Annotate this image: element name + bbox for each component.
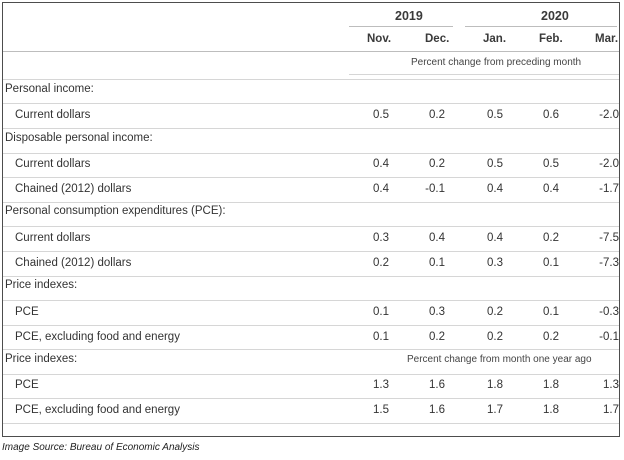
table-cell: 1.7 bbox=[603, 404, 619, 416]
row-label: Chained (2012) dollars bbox=[15, 257, 132, 269]
section-label: Disposable personal income: bbox=[5, 132, 153, 144]
table-cell: 1.7 bbox=[487, 404, 503, 416]
row-divider bbox=[3, 103, 619, 104]
row-label: Current dollars bbox=[15, 109, 91, 121]
row-divider bbox=[3, 276, 619, 277]
subheader-year-ago: Percent change from month one year ago bbox=[407, 354, 592, 365]
table-cell: 0.2 bbox=[429, 109, 445, 121]
section-label: Price indexes: bbox=[5, 353, 78, 365]
table-cell: 1.8 bbox=[543, 404, 559, 416]
table-cell: 1.3 bbox=[603, 379, 619, 391]
table-cell: 0.3 bbox=[373, 232, 389, 244]
row-divider bbox=[3, 251, 619, 252]
row-divider bbox=[3, 226, 619, 227]
year-2020: 2020 bbox=[541, 9, 569, 23]
table-cell: 0.2 bbox=[487, 306, 503, 318]
table-cell: 0.1 bbox=[543, 257, 559, 269]
year-rule-2020 bbox=[465, 26, 617, 27]
month-dec: Dec. bbox=[425, 33, 450, 45]
month-jan: Jan. bbox=[483, 33, 507, 45]
row-label: PCE bbox=[15, 306, 39, 318]
table-cell: -7.3 bbox=[599, 257, 619, 269]
table-cell: 1.3 bbox=[373, 379, 389, 391]
row-divider bbox=[3, 300, 619, 301]
table-cell: 1.8 bbox=[543, 379, 559, 391]
row-label: PCE, excluding food and energy bbox=[15, 404, 180, 416]
table-cell: 1.8 bbox=[487, 379, 503, 391]
table-cell: 0.2 bbox=[543, 331, 559, 343]
row-divider bbox=[3, 398, 619, 399]
table-cell: 0.2 bbox=[373, 257, 389, 269]
table-cell: 1.6 bbox=[429, 404, 445, 416]
section-label: Price indexes: bbox=[5, 279, 78, 291]
table-cell: -2.0 bbox=[599, 109, 619, 121]
table-cell: 0.1 bbox=[373, 331, 389, 343]
table-cell: -0.1 bbox=[599, 331, 619, 343]
row-label: Current dollars bbox=[15, 158, 91, 170]
year-rule-2019 bbox=[349, 26, 453, 27]
month-mar: Mar. bbox=[595, 33, 619, 45]
image-caption: Image Source: Bureau of Economic Analysi… bbox=[2, 442, 200, 453]
row-divider bbox=[3, 202, 619, 203]
table-cell: -1.7 bbox=[599, 183, 619, 195]
row-divider bbox=[3, 128, 619, 129]
table-cell: 0.4 bbox=[373, 183, 389, 195]
table-cell: 0.4 bbox=[487, 232, 503, 244]
table-cell: 0.4 bbox=[543, 183, 559, 195]
row-divider bbox=[3, 177, 619, 178]
table-cell: 0.1 bbox=[373, 306, 389, 318]
table-cell: 1.6 bbox=[429, 379, 445, 391]
table-cell: -0.3 bbox=[599, 306, 619, 318]
table-cell: 0.5 bbox=[487, 109, 503, 121]
table-cell: 0.3 bbox=[487, 257, 503, 269]
header-rule bbox=[3, 51, 619, 52]
table-cell: 0.1 bbox=[543, 306, 559, 318]
table-cell: 1.5 bbox=[373, 404, 389, 416]
row-divider bbox=[3, 423, 619, 424]
row-divider bbox=[3, 374, 619, 375]
table-cell: 0.2 bbox=[429, 158, 445, 170]
year-2019: 2019 bbox=[395, 9, 423, 23]
month-feb: Feb. bbox=[539, 33, 563, 45]
table-cell: 0.3 bbox=[429, 306, 445, 318]
table-cell: 0.5 bbox=[487, 158, 503, 170]
table-cell: -7.5 bbox=[599, 232, 619, 244]
row-label: Current dollars bbox=[15, 232, 91, 244]
table-cell: 0.4 bbox=[429, 232, 445, 244]
table-cell: 0.5 bbox=[543, 158, 559, 170]
table-cell: 0.4 bbox=[373, 158, 389, 170]
table-cell: -0.1 bbox=[425, 183, 445, 195]
section-label: Personal income: bbox=[5, 83, 94, 95]
row-divider bbox=[3, 79, 619, 80]
table-cell: 0.4 bbox=[487, 183, 503, 195]
subheader-preceding-month: Percent change from preceding month bbox=[411, 57, 582, 68]
section-label: Personal consumption expenditures (PCE): bbox=[5, 205, 226, 217]
row-label: Chained (2012) dollars bbox=[15, 183, 132, 195]
table-cell: 0.6 bbox=[543, 109, 559, 121]
row-label: PCE bbox=[15, 379, 39, 391]
table-cell: 0.2 bbox=[543, 232, 559, 244]
table-cell: -2.0 bbox=[599, 158, 619, 170]
table-cell: 0.2 bbox=[487, 331, 503, 343]
row-label: PCE, excluding food and energy bbox=[15, 331, 180, 343]
row-divider bbox=[3, 325, 619, 326]
table-cell: 0.1 bbox=[429, 257, 445, 269]
row-divider bbox=[3, 153, 619, 154]
row-divider bbox=[3, 349, 619, 350]
subheader-rule bbox=[349, 74, 619, 75]
table-frame: 2019 2020 Nov. Dec. Jan. Feb. Mar. Perce… bbox=[2, 2, 620, 437]
table-cell: 0.2 bbox=[429, 331, 445, 343]
month-nov: Nov. bbox=[367, 33, 392, 45]
table-cell: 0.5 bbox=[373, 109, 389, 121]
